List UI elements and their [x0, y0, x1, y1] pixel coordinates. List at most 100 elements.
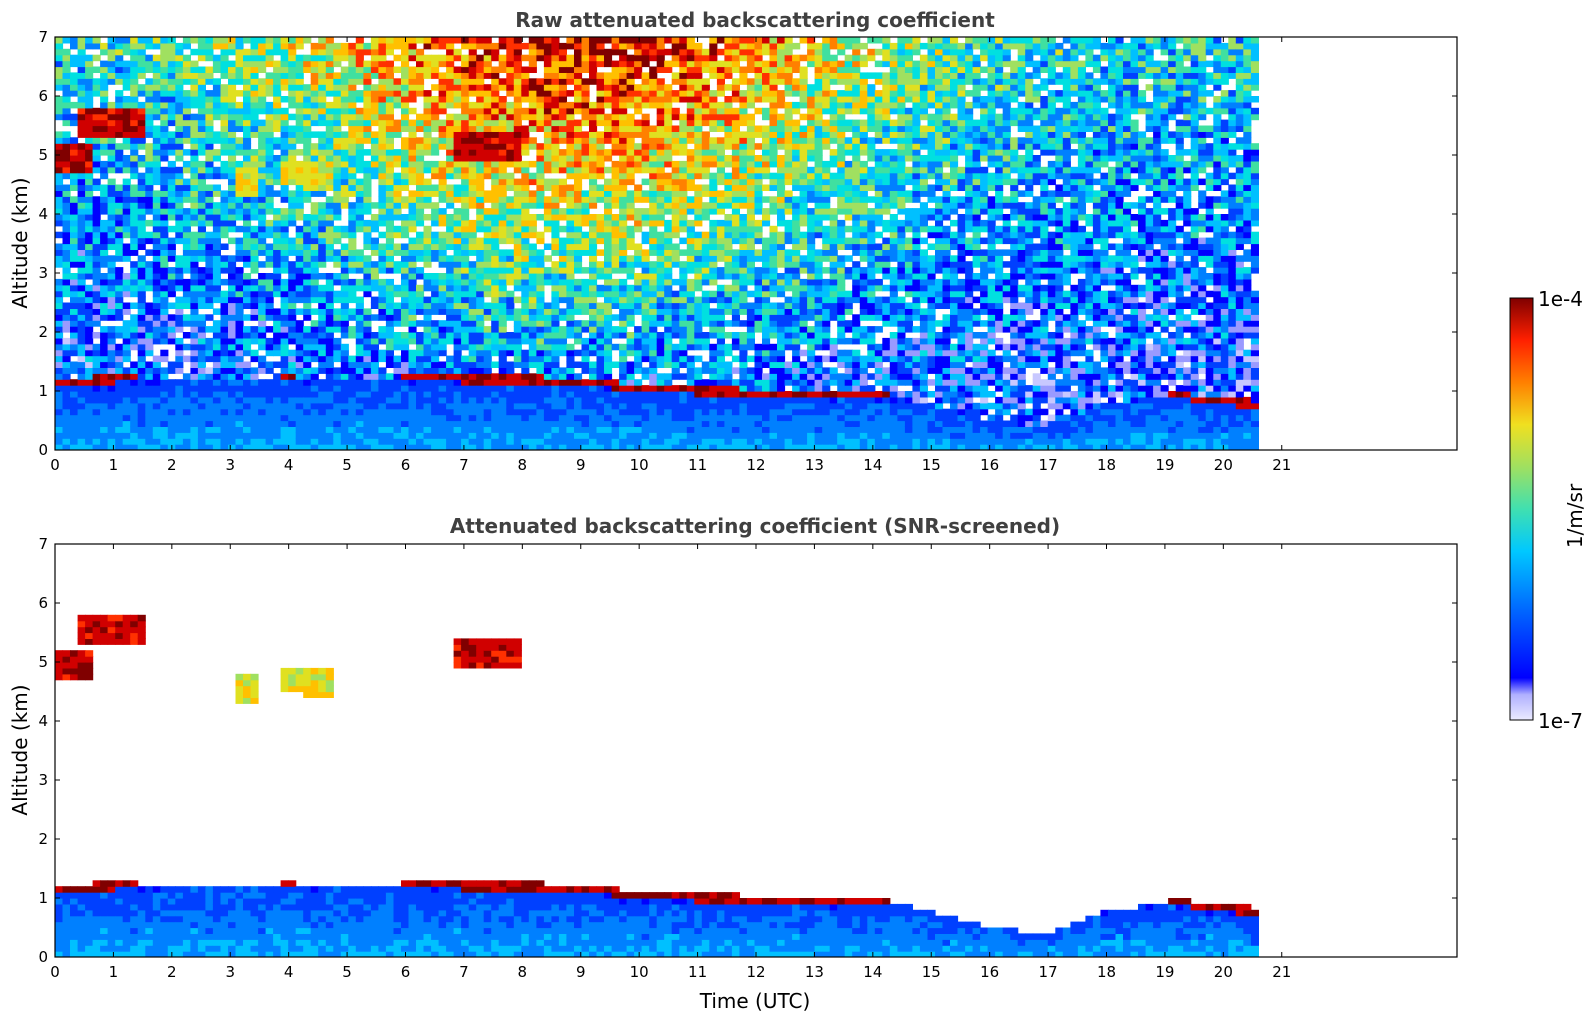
- heatmap-cell: [461, 343, 470, 351]
- heatmap-cell: [589, 273, 598, 280]
- heatmap-cell: [137, 255, 146, 262]
- heatmap-cell: [250, 420, 259, 427]
- heatmap-cell: [280, 278, 289, 286]
- heatmap-cell: [468, 202, 477, 209]
- heatmap-cell: [453, 255, 462, 262]
- heatmap-cell: [100, 402, 109, 410]
- heatmap-cell: [303, 278, 312, 286]
- heatmap-cell: [574, 84, 583, 91]
- heatmap-cell: [175, 444, 184, 450]
- heatmap-cell: [152, 90, 161, 97]
- heatmap-cell: [596, 96, 605, 103]
- heatmap-cell: [491, 166, 500, 174]
- heatmap-cell: [566, 343, 575, 351]
- heatmap-cell: [551, 420, 560, 427]
- heatmap-cell: [220, 326, 229, 333]
- heatmap-cell: [228, 402, 237, 410]
- heatmap-cell: [333, 48, 342, 56]
- heatmap-cell: [423, 379, 432, 386]
- heatmap-cell: [273, 432, 282, 439]
- heatmap-cell: [528, 190, 537, 197]
- heatmap-cell: [528, 278, 537, 286]
- heatmap-cell: [92, 308, 101, 315]
- heatmap-cell: [175, 261, 184, 268]
- heatmap-cell: [393, 432, 402, 439]
- heatmap-cell: [401, 137, 410, 144]
- heatmap-cell: [318, 42, 327, 50]
- heatmap-cell: [152, 308, 161, 315]
- heatmap-cell: [401, 408, 410, 416]
- heatmap-cell: [205, 243, 214, 250]
- heatmap-cell: [100, 137, 109, 144]
- heatmap-cell: [634, 219, 643, 227]
- heatmap-cell: [423, 284, 432, 292]
- heatmap-cell: [220, 48, 229, 56]
- heatmap-cell: [100, 184, 109, 191]
- heatmap-cell: [574, 267, 583, 274]
- heatmap-cell: [288, 101, 297, 109]
- heatmap-cell: [401, 355, 410, 363]
- heatmap-cell: [243, 219, 252, 227]
- heatmap-cell: [62, 408, 71, 416]
- heatmap-cell: [468, 402, 477, 410]
- heatmap-cell: [416, 160, 425, 168]
- heatmap-cell: [604, 37, 613, 44]
- heatmap-cell: [476, 184, 485, 191]
- heatmap-cell: [77, 196, 86, 203]
- heatmap-cell: [197, 385, 206, 392]
- heatmap-cell: [265, 349, 274, 357]
- heatmap-cell: [265, 119, 274, 127]
- heatmap-cell: [378, 143, 387, 150]
- heatmap-cell: [401, 308, 410, 315]
- heatmap-cell: [258, 190, 267, 197]
- heatmap-cell: [167, 332, 176, 339]
- heatmap-cell: [566, 125, 575, 132]
- heatmap-cell: [401, 255, 410, 262]
- heatmap-cell: [521, 255, 530, 262]
- heatmap-cell: [333, 408, 342, 416]
- heatmap-cell: [378, 391, 387, 398]
- heatmap-cell: [130, 166, 139, 174]
- heatmap-cell: [378, 426, 387, 433]
- heatmap-cell: [468, 48, 477, 56]
- heatmap-cell: [649, 432, 658, 439]
- heatmap-cell: [521, 225, 530, 233]
- heatmap-cell: [107, 308, 116, 315]
- heatmap-cell: [453, 278, 462, 286]
- heatmap-cell: [190, 60, 199, 68]
- heatmap-cell: [476, 385, 485, 392]
- heatmap-cell: [355, 396, 364, 404]
- heatmap-cell: [130, 172, 139, 180]
- heatmap-cell: [235, 432, 244, 439]
- heatmap-cell: [152, 96, 161, 103]
- heatmap-cell: [100, 426, 109, 433]
- heatmap-cell: [280, 367, 289, 374]
- heatmap-cell: [137, 391, 146, 398]
- heatmap-cell: [55, 131, 64, 138]
- heatmap-cell: [130, 243, 139, 250]
- heatmap-cell: [145, 190, 154, 197]
- heatmap-cell: [107, 420, 116, 427]
- heatmap-cell: [197, 214, 206, 221]
- heatmap-cell: [288, 137, 297, 144]
- heatmap-cell: [558, 408, 567, 416]
- heatmap-cell: [574, 119, 583, 127]
- heatmap-cell: [558, 444, 567, 450]
- heatmap-cell: [385, 113, 394, 121]
- heatmap-cell: [596, 113, 605, 121]
- heatmap-cell: [574, 78, 583, 85]
- heatmap-cell: [431, 113, 440, 121]
- heatmap-cell: [182, 355, 191, 363]
- heatmap-cell: [408, 261, 417, 268]
- heatmap-cell: [536, 420, 545, 427]
- heatmap-cell: [303, 373, 312, 380]
- heatmap-cell: [70, 343, 79, 351]
- heatmap-cell: [167, 72, 176, 79]
- heatmap-cell: [197, 96, 206, 103]
- heatmap-cell: [619, 54, 628, 62]
- heatmap-cell: [152, 214, 161, 221]
- heatmap-cell: [77, 54, 86, 62]
- heatmap-cell: [137, 190, 146, 197]
- heatmap-cell: [205, 349, 214, 357]
- heatmap-cell: [348, 72, 357, 79]
